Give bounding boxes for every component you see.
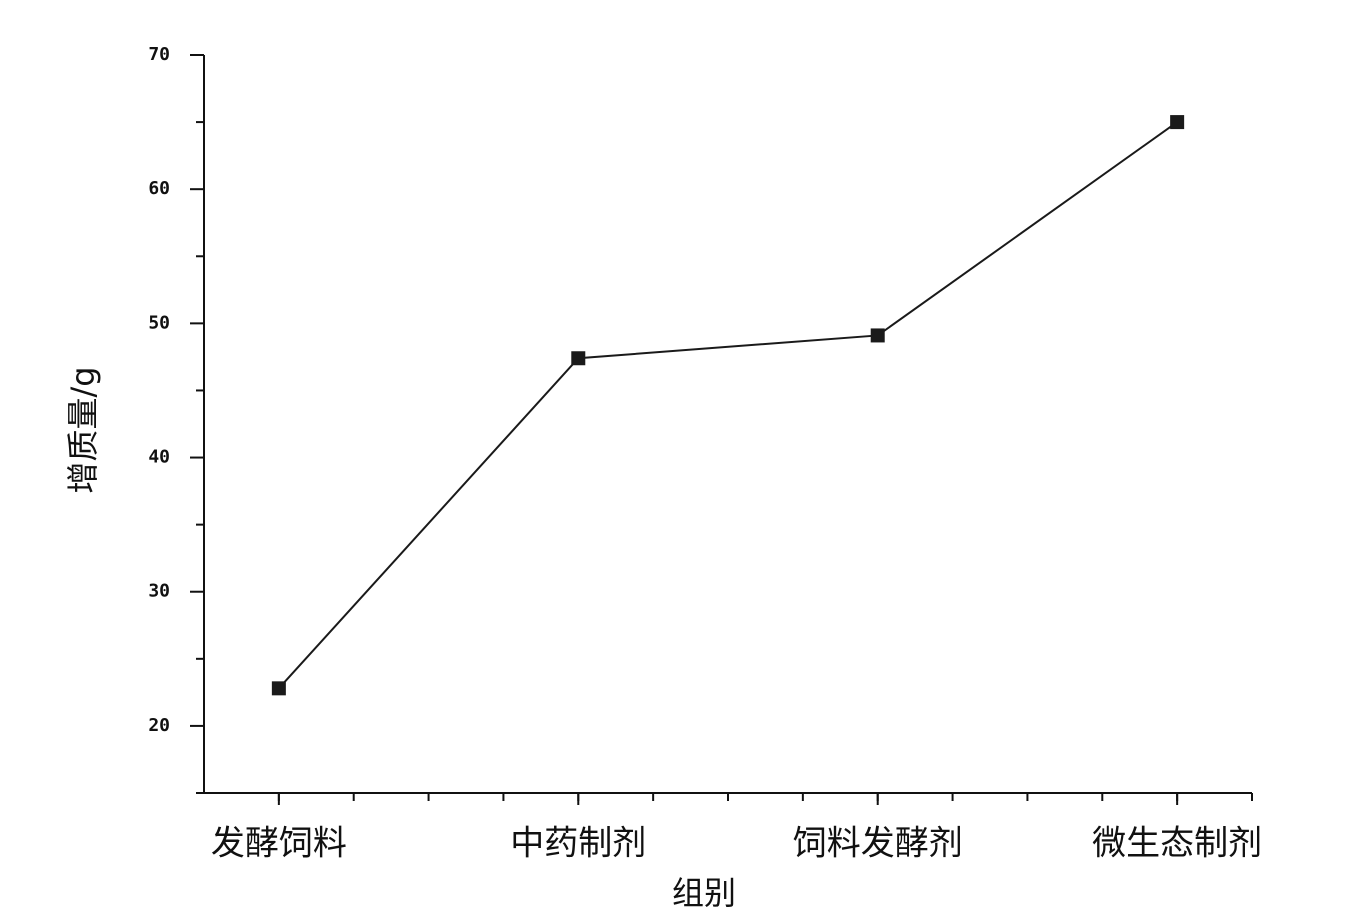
data-point — [1170, 115, 1185, 130]
x-axis-label: 组别 — [672, 874, 736, 912]
x-tick-label: 微生态制剂 — [1092, 824, 1262, 864]
y-tick-label: 20 — [148, 715, 170, 736]
y-tick-label: 60 — [148, 178, 170, 199]
y-tick-label: 50 — [148, 312, 170, 333]
x-tick-label: 饲料发酵剂 — [793, 824, 963, 864]
data-point — [271, 681, 286, 696]
data-line — [278, 121, 1178, 690]
y-tick-label: 30 — [148, 581, 170, 602]
x-tick-label: 中药制剂 — [510, 824, 646, 864]
data-point — [870, 328, 885, 343]
y-axis-label: 增质量/g — [64, 366, 102, 493]
y-tick-label: 70 — [148, 44, 170, 65]
y-tick-label: 40 — [148, 447, 170, 468]
x-tick-label: 发酵饲料 — [211, 824, 347, 864]
data-point — [571, 351, 586, 366]
